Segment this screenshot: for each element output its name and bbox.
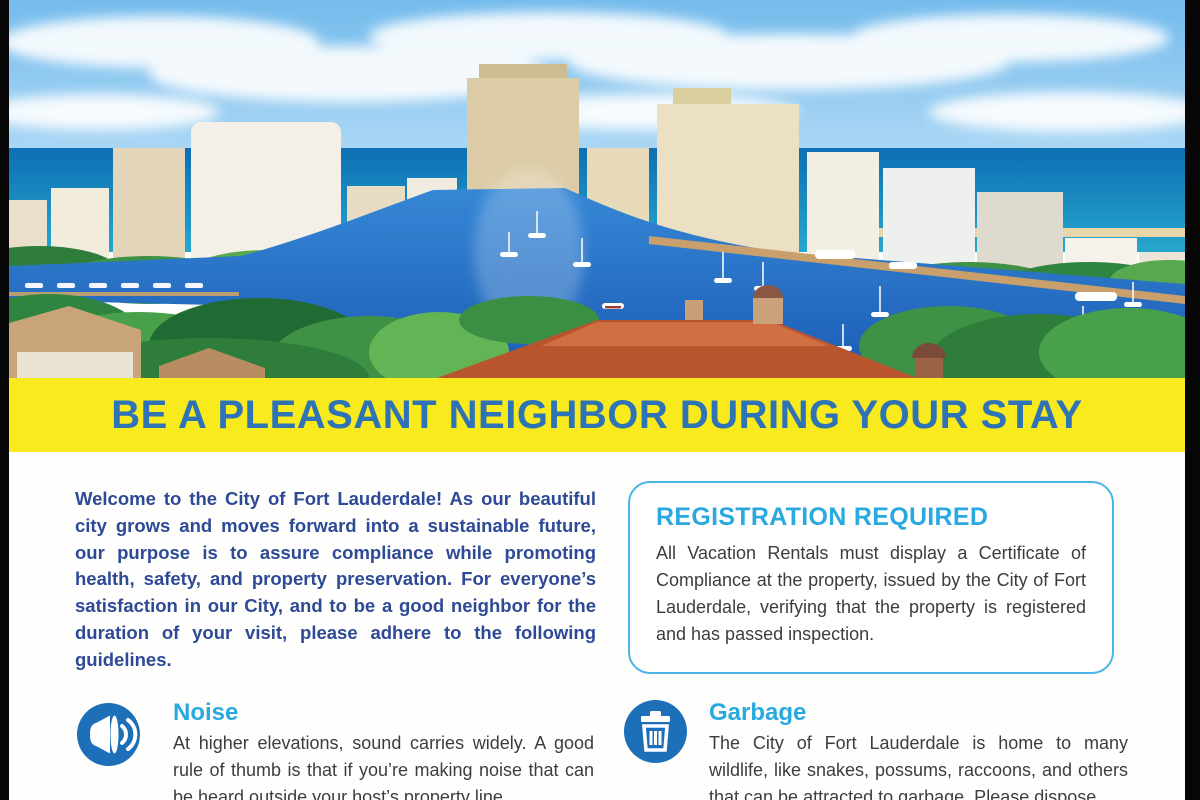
noise-section: Noise At higher elevations, sound carrie… <box>173 699 594 800</box>
garbage-section: Garbage The City of Fort Lauderdale is h… <box>709 699 1128 800</box>
page-title: BE A PLEASANT NEIGHBOR DURING YOUR STAY <box>111 392 1083 437</box>
noise-title: Noise <box>173 699 239 726</box>
intro-paragraph: Welcome to the City of Fort Lauderdale! … <box>75 488 596 670</box>
trash-icon <box>624 700 687 763</box>
registration-body: All Vacation Rentals must display a Cert… <box>656 543 1086 644</box>
registration-box: REGISTRATION REQUIRED All Vacation Renta… <box>628 481 1114 674</box>
flyer: BE A PLEASANT NEIGHBOR DURING YOUR STAY … <box>9 0 1185 800</box>
registration-title: REGISTRATION REQUIRED <box>656 503 989 531</box>
noise-body: At higher elevations, sound carries wide… <box>173 733 594 800</box>
garbage-title: Garbage <box>709 699 807 726</box>
title-banner: BE A PLEASANT NEIGHBOR DURING YOUR STAY <box>9 378 1185 452</box>
hero-photo <box>9 0 1185 378</box>
speaker-icon <box>77 703 140 766</box>
garbage-body: The City of Fort Lauderdale is home to m… <box>709 733 1128 800</box>
